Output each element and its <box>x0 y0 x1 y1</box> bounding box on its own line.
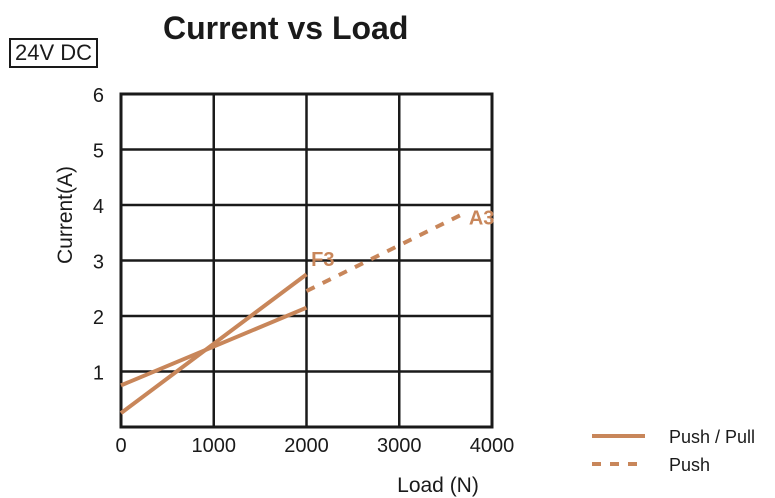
series-line <box>119 272 308 415</box>
y-axis-title: Current(A) <box>54 166 77 264</box>
chart-title: Current vs Load <box>163 10 409 46</box>
y-tick-label: 5 <box>93 141 104 163</box>
legend-label: Push <box>669 455 710 475</box>
x-tick-label: 4000 <box>470 435 515 457</box>
x-tick-label: 2000 <box>284 435 329 457</box>
x-axis-title: Load (N) <box>397 474 479 497</box>
plot-frame <box>119 92 494 429</box>
y-tick-label: 6 <box>93 85 104 107</box>
y-tick-label: 4 <box>93 196 104 218</box>
x-tick-label: 3000 <box>377 435 422 457</box>
y-tick-label: 3 <box>93 252 104 274</box>
y-tick-label: 1 <box>93 363 104 385</box>
y-tick-label: 2 <box>93 307 104 329</box>
series-annotation: A3 <box>469 207 495 229</box>
legend-label: Push / Pull <box>669 427 755 447</box>
x-tick-label: 1000 <box>192 435 237 457</box>
series-line <box>120 305 308 388</box>
series-annotation: F3 <box>311 249 334 271</box>
x-tick-label: 0 <box>115 435 126 457</box>
series-line <box>305 211 466 293</box>
voltage-badge: 24V DC <box>9 38 99 68</box>
